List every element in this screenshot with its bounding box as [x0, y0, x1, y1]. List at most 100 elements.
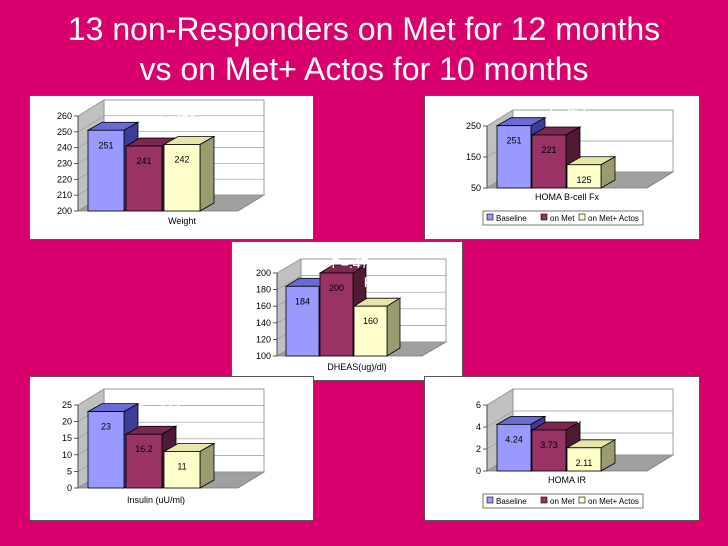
y-tick-label: 200: [57, 206, 72, 216]
p-value-annotation: P=.033: [138, 402, 183, 418]
y-tick-label: 180: [256, 285, 271, 295]
data-label: 4.24: [505, 434, 523, 444]
x-axis-label: DHEAS(ug)/dl): [327, 362, 387, 372]
data-label: 251: [506, 136, 521, 146]
legend-swatch: [578, 496, 586, 504]
y-tick-label: 150: [466, 152, 481, 162]
slide-title-line1: 13 non-Responders on Met for 12 months: [67, 11, 661, 47]
y-tick-label: 5: [67, 466, 72, 476]
legend-swatch: [578, 213, 586, 221]
y-tick-label: 20: [62, 417, 72, 427]
bar: [125, 433, 163, 489]
legend-swatch: [540, 213, 548, 221]
bar: [353, 305, 388, 357]
y-tick-label: 240: [57, 143, 72, 153]
bar-side: [199, 135, 215, 212]
legend-label: on Met+ Actos: [588, 214, 639, 223]
y-tick-label: 6: [476, 400, 481, 410]
gridline: [486, 410, 673, 428]
chart-panel-insulin: 25 20 15 10 5 0 23 16.2 11 Insulin (uU/ml) P=.033 P…: [29, 376, 314, 521]
y-tick-label: 0: [476, 466, 481, 476]
bar: [285, 285, 320, 357]
bar: [566, 447, 602, 472]
gridline: [77, 388, 264, 406]
chart-homa-b: 250 150 50 251 221 125 HOMA B-cell Fx P=.24 P=.0…: [466, 98, 675, 226]
chart-dheas: 200 180 160 140 120 100 184 200 160 DHEAS(ug)/dl)…: [256, 255, 448, 372]
y-tick-label: 210: [57, 190, 72, 200]
y-tick-label: 220: [57, 174, 72, 184]
data-label: 184: [295, 296, 310, 306]
data-label: 125: [576, 175, 591, 185]
bar: [496, 423, 532, 472]
p-value-annotation: P=.34: [212, 113, 249, 129]
data-label: 200: [329, 283, 344, 293]
y-tick-label: 10: [62, 450, 72, 460]
bar: [125, 145, 163, 212]
y-tick-label: 140: [256, 318, 271, 328]
data-label: 241: [136, 156, 151, 166]
gridline: [486, 109, 673, 127]
legend-label: on Met: [550, 497, 575, 506]
gridline: [276, 258, 446, 274]
y-tick-label: 0: [67, 483, 72, 493]
gridline: [486, 388, 673, 406]
bar: [531, 429, 567, 472]
legend-box: [482, 493, 644, 509]
y-tick-label: 260: [57, 111, 72, 121]
p-value-annotation: P=.0034: [577, 410, 630, 426]
bar: [566, 164, 602, 189]
y-tick-label: 50: [471, 183, 481, 193]
bar-side: [386, 297, 401, 357]
x-axis-label: HOMA B-cell Fx: [535, 192, 600, 202]
data-label: 251: [98, 140, 113, 150]
y-tick-label: 2: [476, 444, 481, 454]
chart-insulin: 25 20 15 10 5 0 23 16.2 11 Insulin (uU/ml) P=.033 P…: [62, 388, 266, 505]
y-tick-label: 4: [476, 422, 481, 432]
slide-title-line2: vs on Met+ Actos for 10 months: [139, 51, 589, 87]
chart-panel-homa-ir: 6 4 2 0 4.24 3.73 2.11 HOMA IR P=.15 P=.0034 Basel…: [424, 376, 700, 521]
legend-swatch: [486, 496, 494, 504]
legend-swatch: [540, 496, 548, 504]
legend-label: Baseline: [496, 214, 527, 223]
legend-label: Baseline: [496, 497, 527, 506]
y-tick-label: 250: [466, 121, 481, 131]
gridline: [276, 275, 446, 290]
data-label: 23: [101, 422, 111, 432]
y-tick-label: 25: [62, 400, 72, 410]
p-value-annotation: P=.15: [160, 103, 197, 119]
legend-label: on Met: [550, 214, 575, 223]
data-label: 3.73: [540, 440, 558, 450]
p-value-annotation: P=.47: [332, 255, 369, 271]
chart-weight: 260 250 240 230 220 210 200 251 241 242 Weight P=.1…: [57, 99, 266, 226]
gridline: [77, 115, 264, 133]
data-label: 242: [174, 155, 189, 165]
p-value-annotation: P=.15: [550, 388, 587, 404]
y-tick-label: 100: [256, 351, 271, 361]
bar: [87, 411, 125, 489]
bar: [496, 125, 532, 189]
legend-box: [482, 210, 644, 226]
legend-swatch: [486, 213, 494, 221]
bar: [163, 451, 201, 489]
data-label: 2.11: [576, 458, 593, 468]
y-tick-label: 250: [57, 127, 72, 137]
chart-homa-ir: 6 4 2 0 4.24 3.73 2.11 HOMA IR P=.15 P=.0034 Basel…: [476, 388, 675, 509]
x-axis-label: Weight: [168, 216, 196, 226]
y-tick-label: 160: [256, 301, 271, 311]
gridline: [77, 99, 264, 117]
chart-panel-homa-b: 250 150 50 251 221 125 HOMA B-cell Fx P=.24 P=.0…: [424, 95, 700, 240]
bar-side: [199, 442, 215, 489]
x-axis-label: Insulin (uU/ml): [127, 495, 185, 505]
data-label: 16.2: [135, 444, 153, 454]
bar: [319, 272, 354, 357]
p-value-annotation: P=.0046: [364, 274, 417, 290]
p-value-annotation: P=.0005: [597, 121, 650, 137]
chart-panel-weight: 260 250 240 230 220 210 200 251 241 242 Weight P=.1…: [29, 95, 314, 240]
bar: [87, 129, 125, 212]
legend-label: on Met+ Actos: [588, 497, 639, 506]
y-tick-label: 120: [256, 334, 271, 344]
p-value-annotation: P=.0007: [176, 424, 229, 440]
data-label: 221: [541, 145, 556, 155]
x-axis-label: HOMA IR: [548, 475, 587, 485]
y-tick-label: 15: [62, 433, 72, 443]
